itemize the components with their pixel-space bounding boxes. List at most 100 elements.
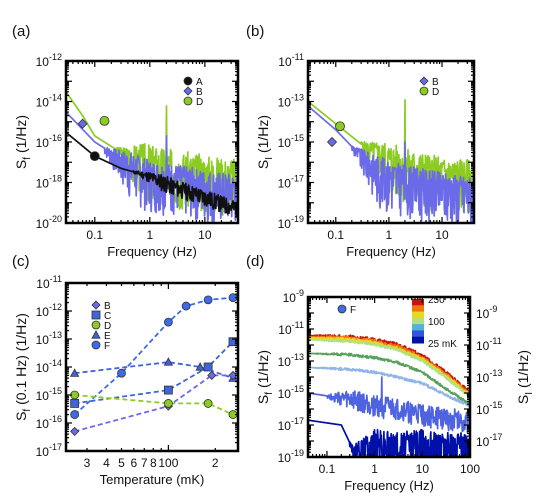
colorbar-label: 25 mK <box>428 339 457 350</box>
y-tick-label: 10-11 <box>278 52 304 69</box>
legend-marker-F <box>91 340 101 350</box>
x-tick-label: 8 <box>150 456 157 470</box>
colorbar-label: 100 <box>428 317 445 328</box>
series-line-C <box>74 341 234 405</box>
x-tick-label: 0.1 <box>319 462 336 476</box>
colorbar-swatch <box>412 299 424 306</box>
y-tick-label: 10-17 <box>278 416 304 433</box>
x-tick-label: 10 <box>198 228 212 242</box>
panel-d: (d) 250 100 25 mK 0.1 1 10 100 10-9 10-11 10-13 10-… <box>246 253 535 493</box>
y-tick-label: 10-13 <box>278 93 304 110</box>
y-tick-label: 10-13 <box>278 352 304 369</box>
series-line-mid-blue <box>308 376 470 434</box>
point-E <box>195 362 205 371</box>
x-tick-label: 2 <box>212 456 219 470</box>
legend-marker-B <box>419 76 429 86</box>
y-axis-label: SI (1/Hz) <box>255 115 275 169</box>
colorbar-swatch <box>412 330 424 338</box>
marker-D <box>99 116 110 126</box>
series-line-100-mK <box>308 352 470 406</box>
marker-B <box>77 118 88 129</box>
series-line-25-mK <box>308 419 470 457</box>
y-tick-label: 10-17 <box>278 174 304 191</box>
colorbar-swatch <box>412 336 424 344</box>
y-tick-label: 10-9 <box>283 288 304 305</box>
legend-marker-E <box>91 330 101 339</box>
plot-area-b <box>308 99 474 223</box>
point-B <box>207 370 217 380</box>
x-tick-label: 1 <box>386 228 393 242</box>
x-tick-label: 10 <box>435 228 449 242</box>
y-tick-label: 10-12 <box>36 52 62 69</box>
point-F <box>203 295 213 305</box>
x-axis-label: Temperature (mK) <box>100 472 205 487</box>
legend-label-F: F <box>104 341 110 352</box>
y-tick-label: 10-14 <box>36 358 62 375</box>
y-right-tick-label: 10-11 <box>476 336 502 353</box>
y-right-tick-label: 10-9 <box>476 304 497 321</box>
legend-marker-B <box>91 300 101 310</box>
plot-area-c <box>69 293 238 436</box>
legend-marker-F <box>337 304 347 314</box>
point-F <box>181 301 191 311</box>
legend-marker-D <box>419 86 429 96</box>
y-right-axis-label: SI (1/Hz) <box>515 350 535 404</box>
legend-label-B: B <box>196 87 203 98</box>
series-line-light-green <box>308 338 470 398</box>
point-F <box>163 317 173 327</box>
legend-label-A: A <box>196 77 203 88</box>
y-right-tick-label: 10-17 <box>476 432 502 449</box>
panel-label-a: (a) <box>12 23 30 40</box>
legend-marker-A <box>183 76 193 86</box>
point-D <box>163 399 173 408</box>
point-E <box>163 357 174 366</box>
y-tick-label: 10-16 <box>36 414 62 431</box>
series-line-light-blue <box>308 366 470 407</box>
panel-a: (a) 0.1 1 10 10-12 10-14 10-16 10-18 10-20 Freque… <box>12 23 240 259</box>
legend-marker-D <box>183 96 193 106</box>
point-C <box>163 385 173 395</box>
point-C <box>203 362 213 372</box>
legend-label-D: D <box>432 87 439 98</box>
panel-label-b: (b) <box>246 23 264 40</box>
y-tick-label: 10-13 <box>36 330 62 347</box>
y-tick-label: 10-17 <box>36 442 62 459</box>
panel-c: (c) 3 4 5 6 7 8 100 2 10-11 10-12 10-13 10-14 10-15 10… <box>12 253 240 487</box>
point-E <box>69 368 80 377</box>
x-tick-label: 7 <box>141 456 148 470</box>
y-tick-label: 10-15 <box>278 133 304 150</box>
marker-A <box>89 151 100 162</box>
y-tick-label: 10-20 <box>36 214 62 231</box>
x-tick-label: 10 <box>416 462 430 476</box>
y-tick-label: 10-15 <box>278 384 304 401</box>
y-tick-label: 10-11 <box>36 274 62 291</box>
x-tick-label: 0.1 <box>86 228 103 242</box>
panel-label-c: (c) <box>12 253 30 270</box>
legend-label-B: B <box>104 301 111 312</box>
x-tick-label: 5 <box>118 456 125 470</box>
marker-D <box>335 121 345 132</box>
legend-label-F: F <box>350 305 356 316</box>
y-tick-label: 10-18 <box>36 174 62 191</box>
y-tick-label: 10-16 <box>36 133 62 150</box>
y-right-tick-label: 10-15 <box>476 400 502 417</box>
marker-B <box>326 136 338 148</box>
colorbar-swatch <box>412 324 424 331</box>
point-B <box>70 426 80 436</box>
y-tick-label: 10-15 <box>36 386 62 403</box>
legend-label-D: D <box>196 97 203 108</box>
x-tick-label: 100 <box>158 456 178 470</box>
legend-marker-D <box>91 320 101 330</box>
y-tick-label: 10-11 <box>278 320 304 337</box>
colorbar-swatch <box>412 311 424 319</box>
colorbar-swatch <box>412 317 424 325</box>
point-F <box>117 368 126 378</box>
y-axis-label: Sf (1/Hz) <box>255 350 275 404</box>
x-axis-label: Frequency (Hz) <box>346 244 436 259</box>
point-D <box>203 399 213 408</box>
y-tick-label: 10-19 <box>278 214 304 231</box>
legend-marker-B <box>183 86 193 96</box>
x-tick-label: 4 <box>103 456 110 470</box>
y-right-tick-label: 10-13 <box>476 368 502 385</box>
